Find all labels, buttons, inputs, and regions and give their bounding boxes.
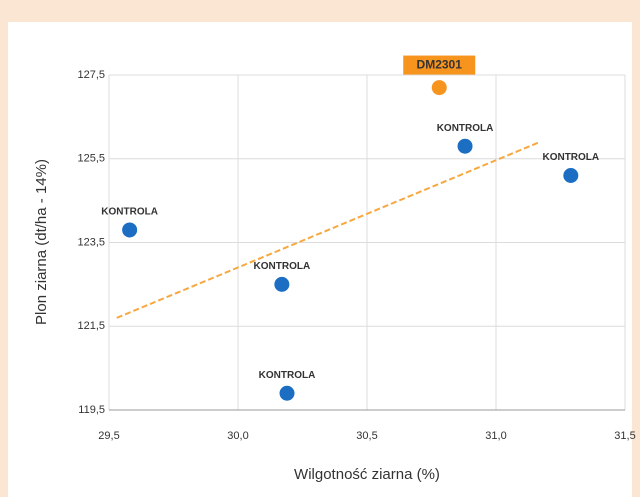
y-tick-label: 123,5: [77, 236, 105, 248]
y-tick-label: 125,5: [77, 153, 105, 165]
y-axis-label: Plon ziarna (dt/ha - 14%): [33, 159, 50, 325]
point: [122, 222, 138, 238]
trendline: [116, 141, 541, 319]
point: [274, 276, 290, 292]
point: [279, 385, 295, 401]
x-tick-label: 30,0: [227, 430, 248, 442]
point: [457, 138, 473, 154]
y-tick-label: 121,5: [77, 320, 105, 332]
point-label: KONTROLA: [542, 152, 599, 163]
x-axis-label: Wilgotność ziarna (%): [294, 466, 440, 483]
x-tick-label: 30,5: [356, 430, 377, 442]
point: [563, 168, 579, 183]
point-label: DM2301: [417, 58, 463, 72]
point-label: KONTROLA: [101, 207, 158, 218]
panel: [8, 22, 632, 497]
point-label: KONTROLA: [254, 261, 311, 272]
x-tick-label: 31,0: [485, 430, 506, 442]
x-tick-label: 29,5: [98, 430, 119, 442]
x-tick-label: 31,5: [614, 430, 635, 442]
y-tick-label: 127,5: [77, 69, 105, 81]
point-label: KONTROLA: [259, 370, 316, 381]
point: [431, 80, 447, 96]
point-label: KONTROLA: [437, 123, 494, 134]
y-tick-label: 119,5: [78, 404, 105, 416]
label-box: [403, 55, 476, 75]
